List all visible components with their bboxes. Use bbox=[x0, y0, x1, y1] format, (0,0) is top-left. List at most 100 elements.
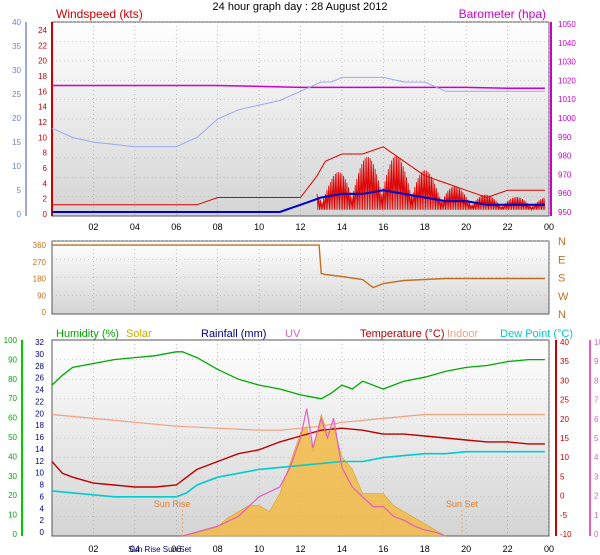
chart-title: 24 hour graph day : 28 August 2012 bbox=[213, 1, 388, 13]
legend-temperature: Temperature (°C) bbox=[360, 328, 444, 340]
time-tick-label: 10 bbox=[254, 544, 264, 554]
uv-tick-label: 5 bbox=[594, 434, 599, 443]
time-tick-label: 06 bbox=[171, 222, 181, 232]
barometer-tick-label: 1000 bbox=[558, 114, 576, 123]
windspeed-tick-label: 20 bbox=[12, 114, 21, 123]
windspeed-tick-label: 35 bbox=[12, 42, 21, 51]
rain-tick-label: 10 bbox=[35, 469, 44, 478]
windspeed-tick-label: 25 bbox=[12, 90, 21, 99]
rain-tick-label: 12 bbox=[35, 457, 44, 466]
humidity-tick-label: 90 bbox=[8, 355, 17, 364]
uv-tick-label: 0 bbox=[594, 530, 599, 539]
legend-humidity: Humidity (%) bbox=[56, 328, 119, 340]
gust-noise-line bbox=[316, 155, 546, 212]
windspeed-tick-label: 5 bbox=[17, 186, 22, 195]
barometer-tick-label: 1020 bbox=[558, 76, 576, 85]
time-tick-label: 16 bbox=[378, 222, 388, 232]
title-group: 24 hour graph day : 28 August 2012 bbox=[213, 1, 388, 13]
wind-red-tick-label: 24 bbox=[38, 26, 47, 35]
climate-panel: 0102030405060708090100024681012141618202… bbox=[4, 336, 600, 554]
humidity-tick-label: 0 bbox=[13, 530, 18, 539]
rain-tick-label: 22 bbox=[35, 397, 44, 406]
rain-tick-label: 28 bbox=[35, 362, 44, 371]
direction-tick-label: 0 bbox=[42, 308, 47, 317]
rain-tick-label: 20 bbox=[35, 409, 44, 418]
legend-solar: Solar bbox=[126, 328, 152, 340]
rain-tick-label: 4 bbox=[40, 504, 45, 513]
time-tick-label: 04 bbox=[130, 222, 140, 232]
rain-tick-label: 18 bbox=[35, 421, 44, 430]
uv-tick-label: 1 bbox=[594, 511, 599, 520]
humidity-tick-label: 40 bbox=[8, 452, 17, 461]
windspeed-tick-label: 30 bbox=[12, 66, 21, 75]
wind-red-tick-label: 2 bbox=[43, 195, 48, 204]
barometer-tick-label: 990 bbox=[558, 133, 572, 142]
time-tick-label: 20 bbox=[461, 222, 471, 232]
gust-series-line bbox=[52, 146, 545, 206]
humidity-tick-label: 60 bbox=[8, 414, 17, 423]
temperature-tick-label: 35 bbox=[560, 357, 569, 366]
temperature-overlay-line bbox=[51, 76, 545, 148]
humidity-tick-label: 50 bbox=[8, 433, 17, 442]
indoor-temperature-line bbox=[51, 413, 545, 431]
rain-tick-label: 32 bbox=[35, 338, 44, 347]
legend-rainfall: Rainfall (mm) bbox=[201, 328, 266, 340]
time-tick-label: 04 bbox=[130, 544, 140, 554]
rain-tick-label: 16 bbox=[35, 433, 44, 442]
windspeed-tick-label: 0 bbox=[17, 210, 22, 219]
time-tick-label: 10 bbox=[254, 222, 264, 232]
wind-red-tick-label: 18 bbox=[38, 72, 47, 81]
uv-tick-label: 7 bbox=[594, 396, 599, 405]
windspeed-tick-label: 40 bbox=[12, 18, 21, 27]
temperature-tick-label: 0 bbox=[560, 492, 565, 501]
time-tick-label: 02 bbox=[88, 222, 98, 232]
rain-tick-label: 30 bbox=[35, 350, 44, 359]
time-tick-label: 00 bbox=[544, 544, 554, 554]
legend-dewpoint: Dew Point (°C) bbox=[500, 328, 573, 340]
compass-tick-label: S bbox=[558, 273, 565, 285]
uv-line bbox=[182, 408, 446, 537]
barometer-tick-label: 970 bbox=[558, 170, 572, 179]
sun-rise-set-label: Sun Rise Sun Set bbox=[128, 545, 192, 554]
wind-red-tick-label: 0 bbox=[43, 210, 48, 219]
compass-tick-label: N bbox=[558, 236, 566, 248]
time-tick-label: 22 bbox=[503, 222, 513, 232]
direction-tick-label: 270 bbox=[33, 258, 47, 267]
temperature-tick-label: 15 bbox=[560, 434, 569, 443]
time-tick-label: 18 bbox=[420, 544, 430, 554]
solar-area bbox=[182, 413, 447, 537]
time-tick-label: 12 bbox=[295, 222, 305, 232]
wind-direction-line bbox=[52, 244, 545, 289]
humidity-tick-label: 80 bbox=[8, 375, 17, 384]
rain-tick-label: 26 bbox=[35, 374, 44, 383]
legend-group: Windspeed (kts) Barometer (hpa) Humidity… bbox=[56, 7, 573, 340]
wind-red-tick-label: 6 bbox=[43, 164, 48, 173]
legend-indoor: Indoor bbox=[447, 328, 479, 340]
barometer-tick-label: 1030 bbox=[558, 58, 576, 67]
time-tick-label: 08 bbox=[213, 222, 223, 232]
time-tick-label: 06 bbox=[171, 544, 181, 554]
temperature-line bbox=[51, 427, 545, 488]
temperature-tick-label: 10 bbox=[560, 453, 569, 462]
temperature-tick-label: -5 bbox=[560, 511, 568, 520]
time-tick-label: 18 bbox=[420, 222, 430, 232]
humidity-line bbox=[51, 351, 545, 400]
uv-tick-label: 2 bbox=[594, 492, 599, 501]
direction-tick-label: 180 bbox=[33, 275, 47, 284]
windspeed-axis-label: Windspeed (kts) bbox=[56, 7, 143, 21]
barometer-line bbox=[52, 84, 545, 90]
rain-tick-label: 8 bbox=[40, 481, 45, 490]
uv-tick-label: 8 bbox=[594, 376, 599, 385]
temperature-tick-label: 40 bbox=[560, 338, 569, 347]
barometer-tick-label: 1050 bbox=[558, 20, 576, 29]
time-tick-label: 12 bbox=[295, 544, 305, 554]
time-tick-label: 16 bbox=[378, 544, 388, 554]
rain-tick-label: 14 bbox=[35, 445, 44, 454]
barometer-tick-label: 980 bbox=[558, 152, 572, 161]
sunrise-annotation: Sun Rise bbox=[154, 499, 191, 509]
temperature-tick-label: 30 bbox=[560, 376, 569, 385]
windspeed-tick-label: 15 bbox=[12, 138, 21, 147]
wind-red-tick-label: 12 bbox=[38, 118, 47, 127]
